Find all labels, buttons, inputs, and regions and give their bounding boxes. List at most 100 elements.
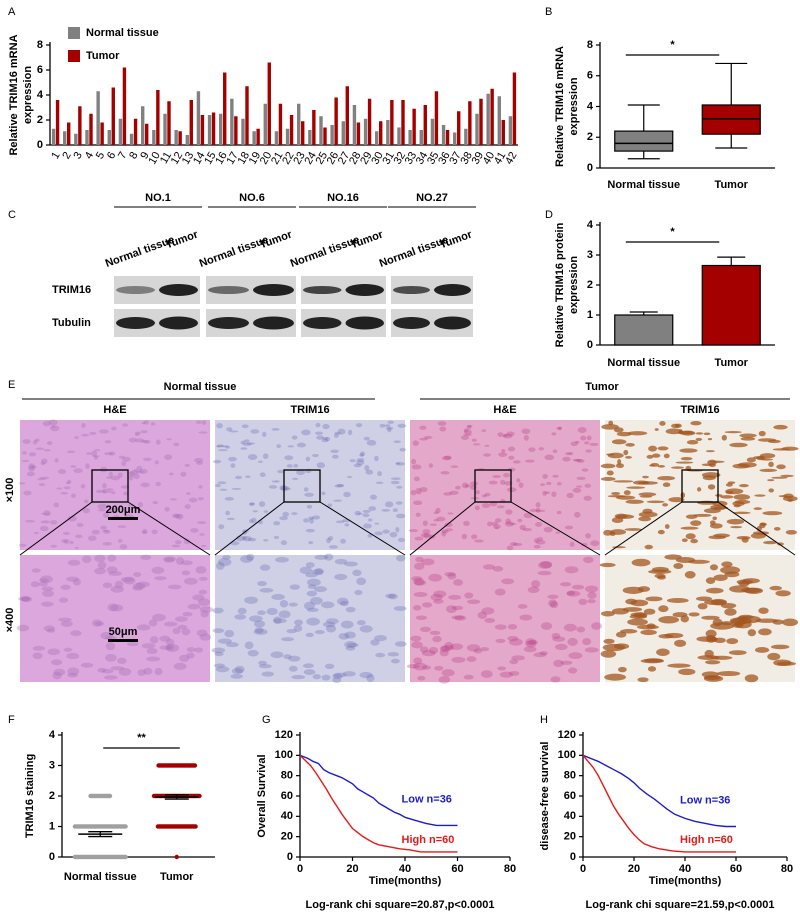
tissue-texture <box>643 658 664 663</box>
tissue-texture <box>92 455 100 458</box>
tissue-texture <box>767 479 775 482</box>
tissue-texture <box>330 449 339 454</box>
tissue-texture <box>107 603 119 612</box>
tissue-texture <box>542 474 548 479</box>
tissue-texture <box>606 470 614 476</box>
y-tick-label: 2 <box>37 114 43 126</box>
tissue-texture <box>688 559 710 564</box>
x-tick-label: 60 <box>730 863 742 875</box>
tissue-texture <box>390 477 401 480</box>
tissue-texture <box>395 527 400 533</box>
tissue-texture <box>128 474 134 481</box>
bar <box>367 98 372 145</box>
tissue-texture <box>445 605 457 614</box>
tissue-texture <box>230 463 236 468</box>
tissue-texture <box>302 663 314 669</box>
bar <box>441 125 446 145</box>
bar <box>167 101 171 145</box>
tissue-texture <box>428 646 439 654</box>
tissue-texture <box>21 595 31 602</box>
x-tick-label: 19 <box>247 150 264 167</box>
tissue-texture <box>306 504 313 509</box>
tissue-texture <box>334 558 348 565</box>
tissue-texture <box>453 579 464 586</box>
tissue-texture <box>133 473 140 480</box>
tissue-texture <box>261 671 275 677</box>
tissue-texture <box>216 562 225 570</box>
tissue-texture <box>110 585 124 593</box>
tissue-texture <box>623 449 629 456</box>
tissue-texture <box>577 427 587 433</box>
bar <box>501 120 505 145</box>
tissue-texture <box>154 460 159 465</box>
tissue-texture <box>91 450 98 457</box>
tissue-texture <box>53 668 66 676</box>
survival-curve <box>299 754 458 827</box>
tissue-texture <box>308 540 314 545</box>
tissue-texture <box>695 437 703 442</box>
x-tick-label: 34 <box>414 150 431 167</box>
tissue-texture <box>102 483 107 489</box>
tissue-texture <box>91 529 100 535</box>
tissue-texture <box>75 534 83 539</box>
blot-band <box>345 316 384 330</box>
tissue-texture <box>334 431 342 435</box>
bar <box>189 100 193 145</box>
tissue-texture <box>395 462 400 465</box>
tissue-texture <box>496 505 505 509</box>
tissue-texture <box>377 471 382 477</box>
tissue-texture <box>492 524 501 529</box>
tissue-texture <box>447 573 457 580</box>
tissue-texture <box>690 520 702 526</box>
protein-label: Tubulin <box>52 317 91 329</box>
tissue-texture <box>51 659 63 666</box>
tissue-texture <box>280 485 289 492</box>
tissue-texture <box>421 650 436 657</box>
x-tick-label: 38 <box>458 150 475 167</box>
tissue-texture <box>259 588 274 593</box>
tissue-texture <box>681 538 688 543</box>
tissue-texture <box>395 513 406 519</box>
tissue-texture <box>247 537 257 542</box>
tissue-texture <box>279 485 287 491</box>
tissue-texture <box>782 618 799 627</box>
tissue-texture <box>776 464 786 470</box>
tissue-texture <box>240 440 246 445</box>
tissue-texture <box>429 630 441 635</box>
tissue-texture <box>43 449 51 452</box>
tissue-texture <box>484 492 491 497</box>
tissue-texture <box>192 594 205 601</box>
tissue-texture <box>226 642 239 648</box>
tissue-texture <box>311 453 319 458</box>
tissue-texture <box>128 471 135 477</box>
tissue-texture <box>451 656 466 663</box>
tissue-texture <box>134 431 142 435</box>
tissue-texture <box>715 494 723 497</box>
y-tick-label: 4 <box>49 729 56 741</box>
y-tick-label: 1 <box>587 309 593 321</box>
tissue-texture <box>332 676 342 684</box>
tissue-texture <box>286 464 293 468</box>
tissue-texture <box>414 580 427 586</box>
tissue-texture <box>599 562 616 568</box>
tissue-texture <box>149 636 159 644</box>
tissue-texture <box>522 527 532 532</box>
x-tick-label: 30 <box>369 150 386 167</box>
tissue-texture <box>120 485 130 489</box>
tissue-texture <box>491 521 499 526</box>
tissue-texture <box>413 562 425 570</box>
tissue-texture <box>516 478 521 483</box>
x-tick-label: Normal tissue <box>64 871 137 883</box>
tissue-texture <box>552 474 559 478</box>
bar <box>156 90 160 145</box>
tissue-texture <box>303 601 316 610</box>
tissue-texture <box>140 440 149 443</box>
tissue-texture <box>324 553 334 561</box>
x-tick-label: 11 <box>158 150 174 166</box>
tissue-texture <box>137 669 146 676</box>
tissue-texture <box>495 638 506 644</box>
bar <box>263 103 267 145</box>
survival-curve <box>299 754 458 853</box>
tissue-texture <box>107 554 117 562</box>
bar <box>423 105 427 145</box>
